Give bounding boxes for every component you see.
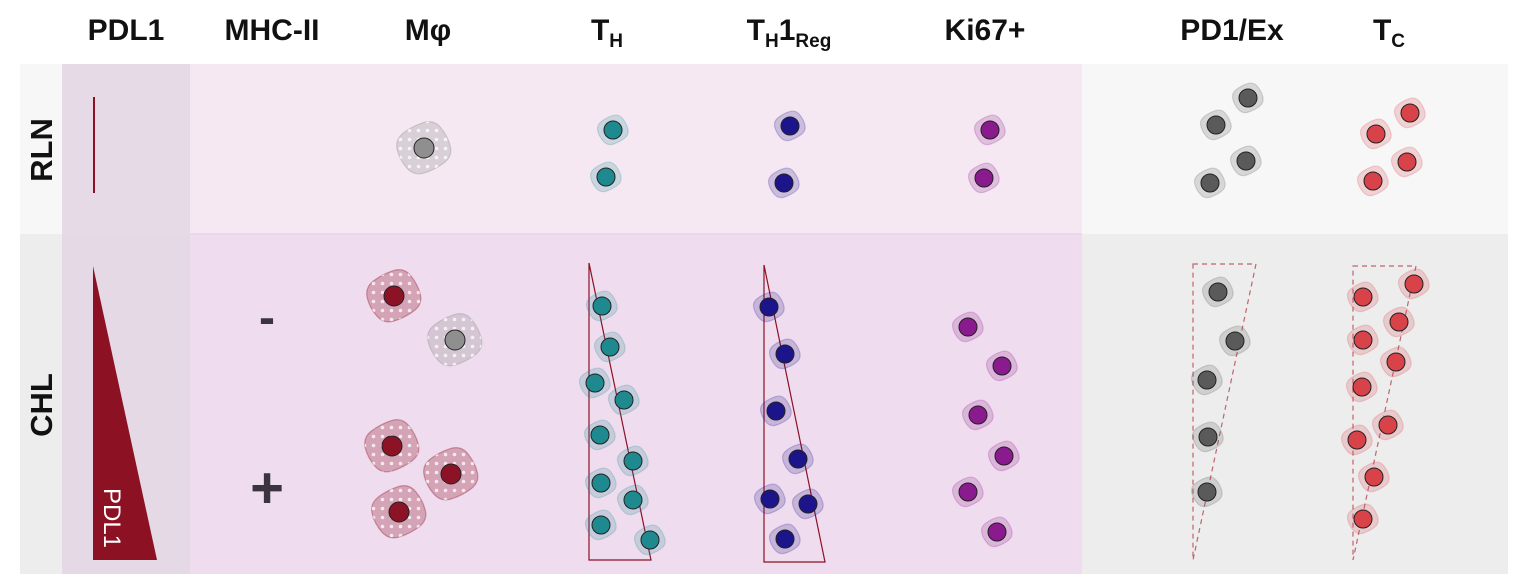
macrophage-mhc-high — [366, 269, 422, 323]
th-trend-wedge — [588, 262, 652, 561]
chl-pink-band — [190, 234, 1082, 574]
header-th1reg-subscript-h: H — [765, 31, 779, 52]
tc-cell — [1397, 268, 1430, 300]
th-cell — [593, 331, 626, 363]
pd1ex-cell — [1229, 145, 1262, 177]
ki67-cell — [951, 476, 984, 508]
th1reg-trend-wedge — [763, 264, 826, 563]
pd1ex-cell — [1218, 325, 1251, 357]
ki67-cell — [973, 114, 1006, 146]
header-th-base: T — [590, 14, 610, 47]
tc-cell — [1345, 371, 1378, 403]
pd1ex-cell — [1190, 364, 1223, 396]
treg-cell — [767, 167, 800, 199]
tc-cell — [1393, 97, 1426, 129]
tc-cell — [1359, 118, 1392, 150]
treg-cell — [768, 523, 801, 555]
treg-cell — [768, 338, 801, 370]
ki67-cell — [980, 516, 1013, 548]
th-cell — [578, 367, 611, 399]
treg-cell — [759, 395, 792, 427]
treg-cell — [773, 110, 806, 142]
header-th1reg-one: 1 — [778, 14, 796, 47]
header-ki67: Ki67+ — [944, 14, 1026, 47]
mhc-minus-sign: - — [259, 291, 275, 345]
treg-cell — [753, 483, 786, 515]
th-cell — [584, 509, 617, 541]
tc-cell — [1340, 424, 1373, 456]
pd1ex-cell — [1201, 276, 1234, 308]
header-tc-base: T — [1372, 14, 1392, 47]
th-cell — [633, 524, 666, 556]
macrophage-mhc-high — [423, 447, 479, 501]
header-tc: TC — [1373, 14, 1405, 53]
tc-cell — [1356, 165, 1389, 197]
tc-cell — [1382, 306, 1415, 338]
pd1ex-cell — [1193, 167, 1226, 199]
th-cell — [616, 445, 649, 477]
header-mhc-ii: MHC-II — [224, 14, 320, 47]
ki67-cell — [985, 350, 1018, 382]
header-pdl1: PDL1 — [87, 14, 165, 47]
tc-cell — [1371, 409, 1404, 441]
th-cell — [583, 419, 616, 451]
row-divider — [190, 233, 1082, 235]
header-tc-subscript: C — [1391, 31, 1406, 52]
tc-trend-wedge — [1352, 265, 1417, 561]
macrophage-mhc-high — [371, 485, 427, 539]
th-cell — [596, 114, 629, 146]
th-cell — [616, 484, 649, 516]
rln-pink-band — [190, 64, 1082, 234]
header-th1reg-base: T — [746, 14, 765, 47]
ki67-cell — [987, 440, 1020, 472]
th-cell — [607, 384, 640, 416]
treg-cell — [752, 291, 785, 323]
treg-cell — [781, 443, 814, 475]
header-th-subscript: H — [609, 31, 624, 52]
th-cell — [584, 467, 617, 499]
pd1ex-cell — [1190, 476, 1223, 508]
treg-cell — [791, 488, 824, 520]
header-macrophage: Mφ — [404, 14, 452, 47]
mhc-plus-sign: + — [250, 455, 284, 521]
tc-cell — [1346, 503, 1379, 535]
tc-cell — [1346, 324, 1379, 356]
ki67-cell — [951, 311, 984, 343]
macrophage-mhc-low — [427, 313, 483, 367]
header-th1reg-subscript-reg: Reg — [795, 31, 832, 52]
header-pd1-ex: PD1/Ex — [1180, 14, 1284, 47]
macrophage-mhc-low — [396, 121, 452, 175]
header-th1reg: TH1Reg — [747, 14, 832, 53]
header-th: TH — [591, 14, 623, 53]
pdl1-wedge-label: PDL1 — [98, 488, 125, 548]
pd1ex-cell — [1231, 82, 1264, 114]
tc-cell — [1346, 281, 1379, 313]
tc-cell — [1357, 461, 1390, 493]
th-cell — [585, 290, 618, 322]
pd1ex-cell — [1199, 109, 1232, 141]
ki67-cell — [961, 399, 994, 431]
pd1ex-cell — [1191, 421, 1224, 453]
th-cell — [589, 161, 622, 193]
tc-cell — [1379, 346, 1412, 378]
ki67-cell — [967, 162, 1000, 194]
pd1ex-trend-wedge — [1192, 263, 1257, 561]
chl-pdl1-wedge — [93, 266, 157, 560]
tc-cell — [1390, 146, 1423, 178]
macrophage-mhc-high — [364, 419, 420, 473]
